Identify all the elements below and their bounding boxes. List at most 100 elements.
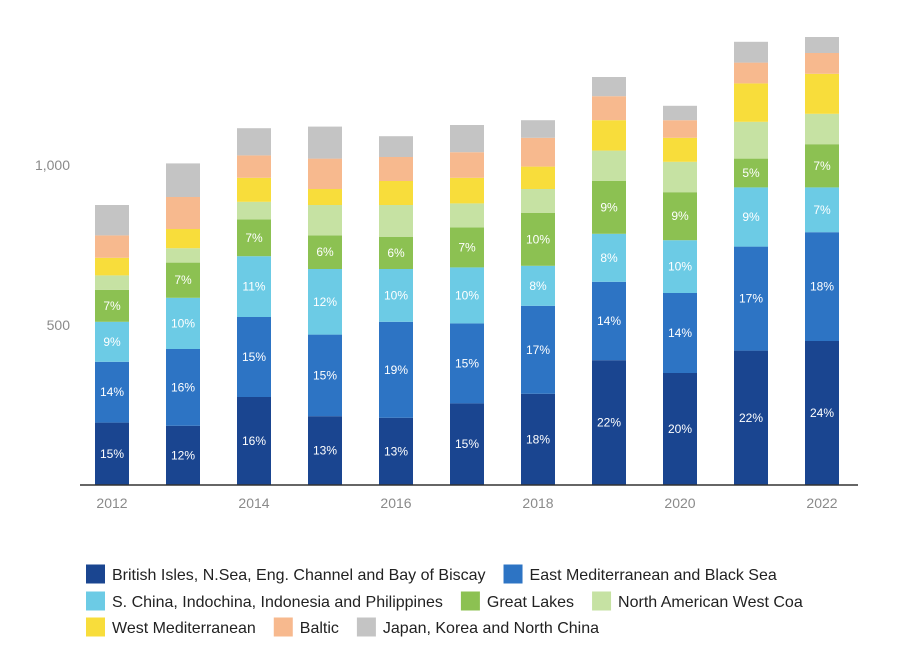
bar-segment — [734, 246, 768, 351]
bar-segment — [95, 205, 129, 236]
bar-segment — [95, 321, 129, 362]
bar-segment — [308, 126, 342, 159]
bars-layer — [95, 37, 839, 485]
data-label: 14% — [668, 326, 692, 340]
data-label: 15% — [455, 356, 479, 370]
data-label: 10% — [171, 316, 195, 330]
x-axis-ticks: 2012 2014 2016 2018 2020 2022 — [96, 495, 837, 511]
legend-label: S. China, Indochina, Indonesia and Phili… — [112, 594, 443, 611]
bar-segment — [734, 121, 768, 159]
data-label: 10% — [455, 288, 479, 302]
bar-segment — [521, 265, 555, 306]
legend-swatch — [592, 591, 612, 611]
data-label: 7% — [813, 203, 831, 217]
data-label: 7% — [174, 273, 192, 287]
bar-segment — [308, 235, 342, 269]
bar-segment — [95, 361, 129, 423]
bar-segment — [95, 235, 129, 258]
bar-segment — [521, 137, 555, 167]
bar-segment — [95, 257, 129, 276]
bar-segment — [308, 269, 342, 335]
data-label: 5% — [742, 166, 760, 180]
data-label: 6% — [387, 246, 405, 260]
bar-segment — [166, 425, 200, 485]
legend-swatch — [86, 617, 105, 637]
bar-segment — [450, 323, 484, 404]
bar-segment — [379, 181, 413, 205]
data-label: 10% — [668, 260, 692, 274]
x-tick-label: 2020 — [664, 495, 695, 511]
data-label: 22% — [739, 411, 763, 425]
data-label: 12% — [171, 448, 195, 462]
bar-segment — [450, 267, 484, 324]
bar-segment — [379, 157, 413, 181]
data-label: 13% — [313, 444, 337, 458]
bar-segment — [521, 166, 555, 189]
legend-swatch — [460, 591, 480, 611]
bar-segment — [166, 349, 200, 426]
data-label: 9% — [671, 209, 689, 223]
bar-segment — [379, 269, 413, 322]
bar-segment — [95, 275, 129, 290]
bar-segment — [95, 289, 129, 322]
data-label: 8% — [600, 251, 618, 265]
bar-segment — [734, 83, 768, 122]
bar-segment — [379, 417, 413, 485]
bar-segment — [805, 144, 839, 188]
data-label: 17% — [739, 292, 763, 306]
y-axis-ticks: 500 1,000 — [35, 157, 70, 333]
bar-segment — [379, 237, 413, 269]
bar-segment — [734, 187, 768, 247]
bar-segment — [592, 281, 626, 361]
data-label: 15% — [242, 350, 266, 364]
bar-segment — [734, 350, 768, 485]
bar-segment — [592, 77, 626, 97]
legend-label: Japan, Korea and North China — [383, 620, 599, 637]
legend-label: East Mediterranean and Black Sea — [530, 567, 777, 584]
legend-label: Baltic — [300, 620, 339, 637]
bar-segment — [308, 334, 342, 417]
bar-segment — [95, 422, 129, 485]
data-label: 18% — [810, 280, 834, 294]
bar-segment — [166, 297, 200, 349]
bar-segment — [663, 161, 697, 193]
data-label: 9% — [742, 210, 760, 224]
bar-segment — [521, 305, 555, 394]
data-label: 15% — [313, 368, 337, 382]
data-label: 9% — [600, 200, 618, 214]
x-tick-label: 2012 — [96, 495, 127, 511]
data-label: 16% — [171, 380, 195, 394]
x-tick-label: 2016 — [380, 495, 411, 511]
bar-segment — [663, 137, 697, 162]
bar-segment — [521, 393, 555, 485]
legend-label: North American West Coa — [618, 594, 803, 611]
bar-segment — [805, 113, 839, 145]
bar-segment — [237, 128, 271, 156]
data-label: 10% — [384, 288, 408, 302]
bar-segment — [734, 41, 768, 63]
data-label: 18% — [526, 432, 550, 446]
data-label: 14% — [597, 314, 621, 328]
data-label: 7% — [458, 240, 476, 254]
bar-segment — [592, 233, 626, 282]
bar-segment — [308, 205, 342, 236]
bar-segment — [166, 163, 200, 197]
data-label: 13% — [384, 444, 408, 458]
data-label: 7% — [245, 231, 263, 245]
x-tick-label: 2014 — [238, 495, 269, 511]
bar-segment — [379, 321, 413, 418]
bar-segment — [805, 187, 839, 233]
y-tick-label: 500 — [47, 317, 71, 333]
legend-label: West Mediterranean — [112, 620, 256, 637]
bar-segment — [450, 227, 484, 268]
bar-segment — [663, 293, 697, 373]
bar-segment — [166, 229, 200, 249]
legend: British Isles, N.Sea, Eng. Channel and B… — [86, 564, 803, 637]
legend-label: British Isles, N.Sea, Eng. Channel and B… — [112, 567, 486, 584]
bar-segment — [663, 373, 697, 485]
bar-segment — [805, 53, 839, 74]
data-label: 8% — [529, 279, 547, 293]
bar-segment — [521, 213, 555, 266]
bar-segment — [166, 197, 200, 229]
